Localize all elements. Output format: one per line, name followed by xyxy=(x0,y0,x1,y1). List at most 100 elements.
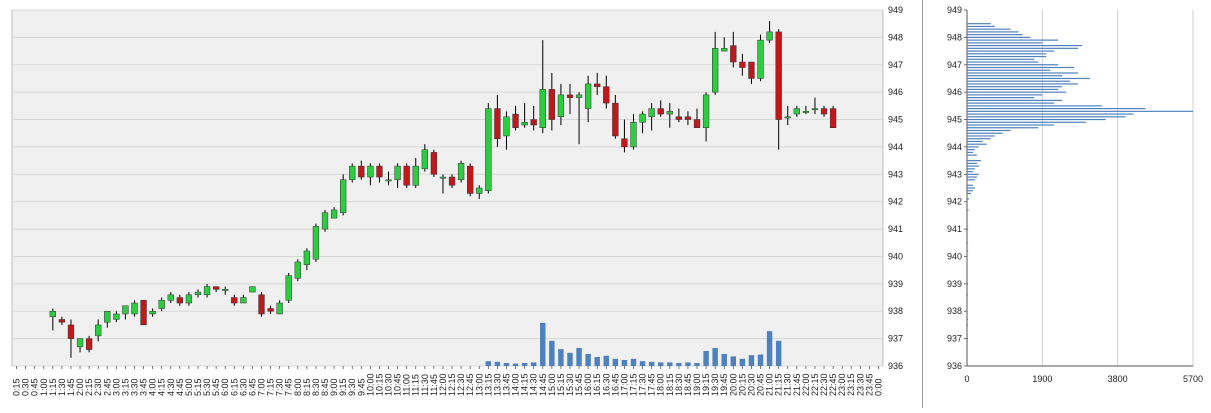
volume-bar xyxy=(639,361,646,366)
candle-up xyxy=(584,83,592,109)
profile-bar xyxy=(967,129,1011,132)
volume-bar xyxy=(512,363,519,366)
x-tick-label: 22:45 xyxy=(828,373,838,396)
profile-bar xyxy=(967,45,1082,47)
candle-up xyxy=(113,313,120,320)
x-tick-label: 3:00 xyxy=(111,378,121,396)
profile-bar xyxy=(967,198,969,200)
x-tick-label: 5:15 xyxy=(193,378,203,396)
candle-up xyxy=(811,108,819,111)
profile-bar xyxy=(967,77,1090,80)
profile-bar xyxy=(967,179,975,181)
x-tick-label: 4:30 xyxy=(166,378,176,396)
y-tick-label: 936 xyxy=(888,361,903,371)
x-tick-label: 14:00 xyxy=(511,373,521,396)
candle-down xyxy=(693,119,701,129)
profile-bar xyxy=(967,99,1063,101)
profile-bar xyxy=(967,138,991,140)
candle-up xyxy=(367,165,374,178)
candle-down xyxy=(603,86,610,104)
profile-bar xyxy=(967,94,1043,96)
volume-bar xyxy=(612,358,619,366)
profile-bar xyxy=(967,53,1047,55)
candle-up xyxy=(349,165,356,181)
profile-bar xyxy=(967,66,1075,69)
profile-bar xyxy=(967,209,969,211)
x-tick-label: 20:30 xyxy=(746,373,756,396)
y-tick-label: 945 xyxy=(888,115,903,125)
profile-bar xyxy=(967,176,977,178)
candle-up xyxy=(122,305,129,315)
x-tick-label: 8:30 xyxy=(311,378,321,396)
x-tick-label: 0:00 xyxy=(873,378,883,396)
x-tick-label: 12:45 xyxy=(465,373,475,396)
x-tick-label: 13:00 xyxy=(474,373,484,396)
profile-y-tick-label: 936 xyxy=(947,361,962,371)
x-tick-label: 19:30 xyxy=(710,373,720,396)
profile-bar xyxy=(967,250,969,252)
profile-bar xyxy=(967,110,1193,112)
x-tick-label: 15:00 xyxy=(547,373,557,396)
candle-down xyxy=(258,294,265,315)
profile-y-tick-label: 940 xyxy=(947,251,962,261)
profile-x-tick-label: 3800 xyxy=(1108,374,1128,384)
profile-y-tick-label: 939 xyxy=(947,279,962,289)
profile-bar xyxy=(967,165,979,167)
profile-bar xyxy=(967,107,1146,110)
profile-y-tick-label: 948 xyxy=(947,32,962,42)
x-tick-label: 10:30 xyxy=(384,373,394,396)
candle-up xyxy=(104,310,111,323)
volume-bar xyxy=(657,362,664,366)
x-tick-label: 11:30 xyxy=(420,374,430,396)
y-tick-label: 949 xyxy=(888,5,903,15)
candle-up xyxy=(294,261,301,279)
candle-up xyxy=(639,113,646,123)
candle-down xyxy=(748,61,755,79)
x-tick-label: 20:00 xyxy=(728,373,738,396)
candle-up xyxy=(158,300,165,309)
candle-down xyxy=(494,108,501,139)
profile-x-tick-label: 1900 xyxy=(1032,374,1052,384)
volume-bar xyxy=(540,322,546,366)
profile-bar xyxy=(967,149,975,151)
candle-down xyxy=(512,113,519,129)
x-tick-label: 21:45 xyxy=(792,373,802,396)
candle-down xyxy=(267,308,274,312)
x-tick-label: 10:45 xyxy=(393,373,403,396)
volume-bar xyxy=(530,362,537,366)
x-tick-label: 5:45 xyxy=(211,378,221,396)
y-tick-label: 939 xyxy=(888,279,903,289)
profile-bar xyxy=(967,318,968,321)
profile-y-tick-label: 946 xyxy=(947,87,962,97)
candle-up xyxy=(149,310,156,315)
profile-bar xyxy=(967,127,1039,129)
profile-bar xyxy=(967,105,1102,107)
candle-down xyxy=(358,165,365,178)
y-tick-label: 947 xyxy=(888,60,903,70)
y-tick-label: 948 xyxy=(888,32,903,42)
profile-bar xyxy=(967,190,973,192)
profile-bar xyxy=(967,88,1059,91)
volume-bar xyxy=(757,354,764,366)
candle-up xyxy=(557,94,565,118)
x-tick-label: 16:30 xyxy=(601,373,611,396)
candle-down xyxy=(820,108,828,115)
profile-y-tick-label: 944 xyxy=(947,142,962,152)
candle-up xyxy=(49,310,56,317)
candle-up xyxy=(185,294,193,304)
x-tick-label: 4:00 xyxy=(148,378,158,396)
candle-up xyxy=(194,291,202,296)
x-tick-label: 2:00 xyxy=(75,378,85,396)
candle-up xyxy=(240,297,247,304)
plot-area xyxy=(11,9,884,367)
candle-up xyxy=(249,286,256,293)
volume-bar xyxy=(621,360,628,366)
profile-bar xyxy=(967,151,973,153)
x-tick-label: 7:45 xyxy=(284,378,294,396)
profile-bar xyxy=(967,135,995,137)
x-tick-label: 16:15 xyxy=(592,373,602,396)
volume-bar xyxy=(739,358,746,366)
profile-x-tick-label: 5700 xyxy=(1183,374,1203,384)
candle-up xyxy=(539,89,546,129)
